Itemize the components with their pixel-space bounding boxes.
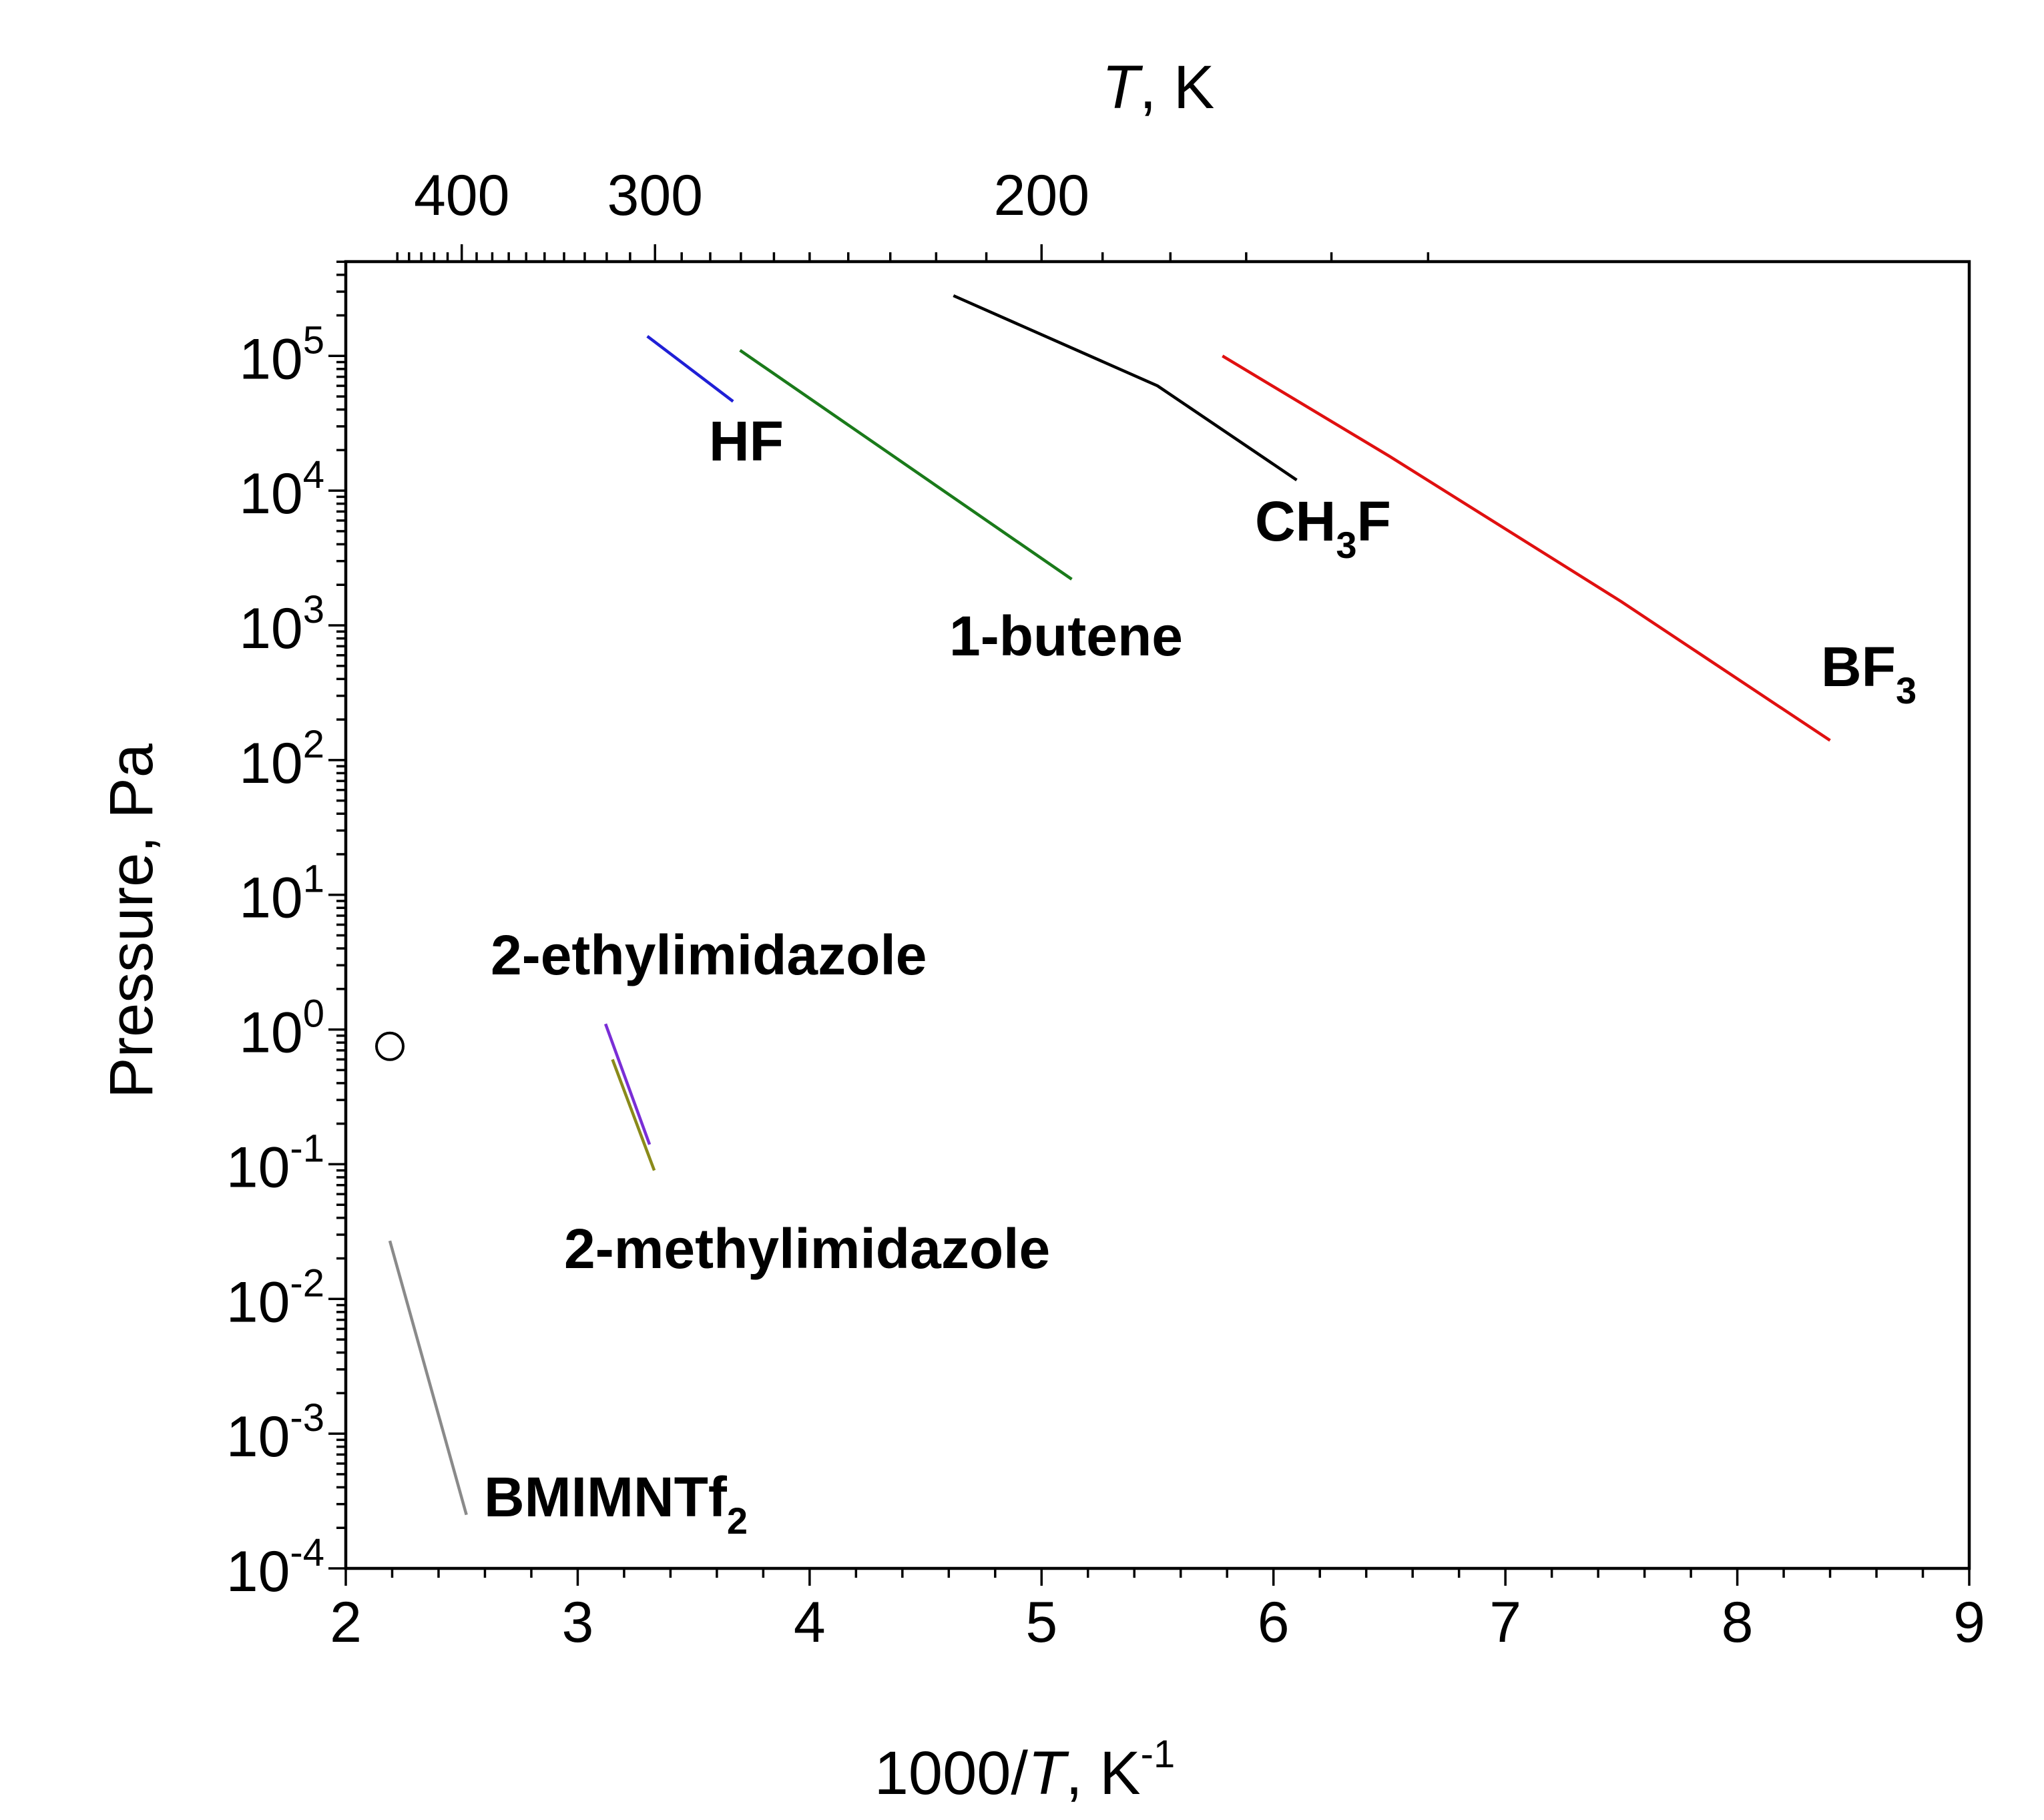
y-tick-label: 100 [239, 992, 324, 1065]
series-label-2-methylimidazole: 2-methylimidazole [564, 1217, 1050, 1280]
y-tick-label: 103 [239, 588, 324, 661]
y-axis-title: Pressure, Pa [97, 743, 166, 1099]
x-tick-label: 6 [1258, 1590, 1290, 1654]
series-label-ch: CH3F [1255, 490, 1391, 566]
y-tick-label: 101 [239, 858, 324, 930]
series-label-2-ethylimidazole: 2-ethylimidazole [491, 924, 927, 986]
open-circle-marker [375, 1031, 405, 1061]
y-tick-label: 104 [239, 453, 324, 526]
series-line-hf [646, 335, 734, 403]
series-line-bf [1222, 354, 1831, 742]
markers [375, 1031, 405, 1061]
top-axis-title: T, K [1102, 53, 1215, 121]
series-label-bf: BF3 [1821, 635, 1917, 711]
axes: 2 3 4 5 6 7 8 9 10-4 10-3 10-2 10-1 100 101 102 103 104 1… [226, 164, 1985, 1654]
y-tick-label: 10-2 [226, 1261, 324, 1334]
top-tick-label: 300 [607, 164, 703, 228]
x-tick-label: 8 [1722, 1590, 1754, 1654]
x-tick-label: 5 [1025, 1590, 1057, 1654]
series-label-hf: HF [709, 410, 784, 473]
x-tick-label: 2 [330, 1590, 362, 1654]
y-tick-label: 105 [239, 318, 324, 391]
x-tick-label: 4 [794, 1590, 826, 1654]
series-lines [388, 294, 1831, 1516]
x-tick-label: 3 [562, 1590, 594, 1654]
x-tick-label: 7 [1489, 1590, 1521, 1654]
x-axis-title: 1000/T, K-1 [874, 1733, 1176, 1807]
y-tick-label: 10-4 [226, 1531, 324, 1604]
titles: 1000/T, K-1 T, K Pressure, Pa [97, 53, 1214, 1807]
top-tick-label: 200 [994, 164, 1090, 228]
series-label-1-butene: 1-butene [949, 605, 1183, 667]
series-line-2-methylimidazole [611, 1058, 656, 1171]
y-tick-label: 102 [239, 723, 324, 796]
top-tick-label: 400 [414, 164, 510, 228]
series-labels: HF 1-butene CH3F BF3 2-ethylimidazole 2-methy… [484, 410, 1917, 1542]
series-line-bmimntf [388, 1240, 468, 1516]
series-line-2-ethylimidazole [603, 1023, 652, 1145]
y-tick-label: 10-3 [226, 1396, 324, 1469]
plot-frame [344, 260, 1971, 1570]
x-tick-label: 9 [1953, 1590, 1985, 1654]
series-label-bmimntf: BMIMNTf2 [484, 1466, 748, 1542]
y-tick-label: 10-1 [226, 1127, 324, 1199]
series-line-1-butene [739, 349, 1073, 581]
series-line-ch [953, 294, 1298, 482]
